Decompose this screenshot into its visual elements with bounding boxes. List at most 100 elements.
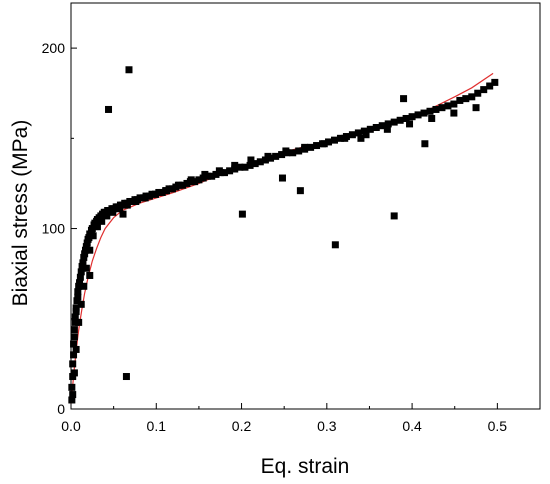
data-point — [68, 396, 76, 404]
data-point — [289, 149, 297, 157]
data-point — [212, 170, 220, 178]
data-point — [491, 78, 499, 86]
x-tick-label: 0.5 — [488, 418, 508, 434]
data-point — [414, 111, 422, 119]
data-point — [77, 268, 85, 276]
x-tick-label: 0.4 — [402, 418, 422, 434]
data-point — [79, 259, 87, 267]
data-point — [402, 114, 410, 122]
data-point — [72, 304, 80, 312]
data-point — [70, 326, 78, 334]
data-point — [103, 212, 111, 220]
data-point — [236, 163, 244, 171]
data-point — [444, 102, 452, 110]
data-point — [70, 351, 78, 359]
data-point — [86, 246, 94, 254]
data-point — [174, 181, 182, 189]
data-point — [272, 152, 280, 160]
data-point — [85, 234, 93, 242]
data-point — [187, 176, 195, 184]
data-point — [70, 340, 78, 348]
data-point — [450, 109, 458, 117]
data-point — [88, 225, 96, 233]
data-point — [330, 136, 338, 144]
data-point — [201, 170, 209, 178]
data-point — [341, 134, 349, 142]
data-point — [278, 174, 286, 182]
data-point — [438, 104, 446, 112]
data-point — [238, 210, 246, 218]
data-point — [70, 333, 78, 341]
data-point — [81, 250, 89, 258]
data-point — [251, 160, 259, 168]
data-point — [406, 120, 414, 128]
data-point — [151, 190, 159, 198]
x-tick-label: 0.2 — [232, 418, 252, 434]
data-point — [125, 66, 133, 74]
data-point — [390, 212, 398, 220]
y-axis-title: Biaxial stress (MPa) — [9, 120, 32, 307]
data-point — [72, 308, 80, 316]
data-point — [69, 373, 77, 381]
data-point — [199, 174, 207, 182]
fit-curve — [70, 72, 494, 404]
data-point — [366, 125, 374, 133]
data-point — [105, 105, 113, 113]
data-point — [77, 300, 85, 308]
data-point — [432, 105, 440, 113]
data-point — [360, 127, 368, 135]
data-point — [426, 107, 434, 115]
data-point — [331, 241, 339, 249]
data-point — [74, 293, 82, 301]
x-axis-ticks: 0.0 0.1 0.2 0.3 0.4 0.5 — [61, 403, 541, 434]
data-point — [474, 89, 482, 97]
data-point — [71, 313, 79, 321]
data-point — [362, 131, 370, 139]
data-point — [109, 208, 117, 216]
data-point — [195, 176, 203, 184]
data-point — [70, 369, 78, 377]
data-point — [357, 134, 365, 142]
data-point — [247, 156, 255, 164]
data-point — [93, 223, 101, 231]
data-point — [301, 143, 309, 151]
x-tick-label: 0.1 — [147, 418, 167, 434]
data-point — [372, 124, 380, 132]
y-tick-label: 0 — [57, 401, 65, 417]
data-point — [83, 239, 91, 247]
data-point — [89, 232, 97, 240]
data-point — [307, 143, 315, 151]
data-point — [325, 138, 333, 146]
data-point — [208, 172, 216, 180]
data-point — [141, 194, 149, 202]
data-point — [80, 253, 88, 261]
data-point — [472, 104, 480, 112]
data-point — [400, 95, 408, 103]
data-point — [421, 140, 429, 148]
data-point — [420, 109, 428, 117]
data-point — [86, 271, 94, 279]
data-point — [246, 161, 254, 169]
data-point — [231, 161, 239, 169]
data-point — [320, 140, 328, 148]
data-point — [378, 122, 386, 130]
data-point — [313, 142, 321, 150]
data-point — [179, 181, 187, 189]
data-point — [390, 118, 398, 126]
data-point — [98, 217, 106, 225]
data-point — [241, 163, 249, 171]
data-point — [256, 158, 264, 166]
data-point — [78, 262, 86, 270]
data-point — [231, 165, 239, 173]
data-point — [123, 201, 131, 209]
data-point — [278, 151, 286, 159]
data-point — [132, 197, 140, 205]
data-point — [72, 345, 80, 353]
data-point — [75, 282, 83, 290]
data-point — [74, 288, 82, 296]
data-point — [215, 167, 223, 175]
data-point — [75, 318, 83, 326]
data-point — [408, 113, 416, 121]
data-point — [336, 134, 344, 142]
